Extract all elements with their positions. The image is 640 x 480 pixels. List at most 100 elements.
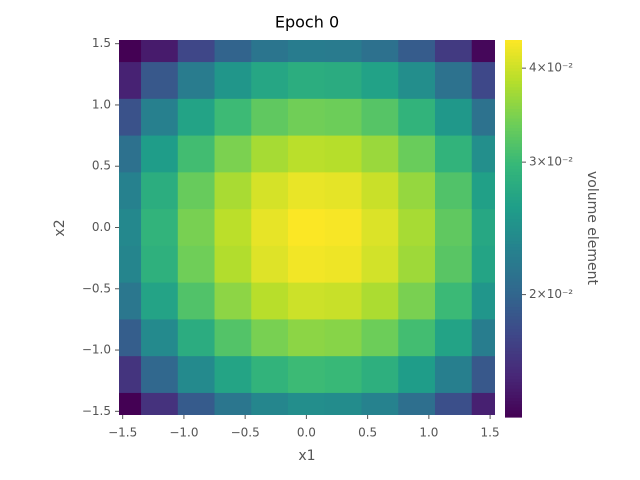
- colorbar-segment: [505, 303, 522, 308]
- heatmap-cell: [434, 62, 473, 100]
- heatmap-cell: [177, 282, 216, 320]
- colorbar-segment: [505, 93, 522, 98]
- colorbar-segment: [505, 263, 522, 267]
- heatmap-cell: [434, 98, 473, 137]
- heatmap-cell: [324, 62, 363, 100]
- heatmap-cell: [141, 62, 179, 100]
- heatmap-cell: [434, 209, 473, 247]
- colorbar-segment: [505, 225, 522, 230]
- heatmap-cell: [251, 172, 289, 210]
- heatmap-cell: [471, 319, 495, 357]
- colorbar-segment: [505, 109, 522, 113]
- heatmap-cell: [177, 135, 216, 173]
- heatmap-cell: [471, 135, 495, 173]
- colorbar-segment: [505, 90, 522, 95]
- heatmap-cell: [177, 62, 216, 100]
- heatmap-cell: [214, 245, 252, 284]
- heatmap-cell: [361, 135, 399, 173]
- heatmap-cell: [324, 356, 363, 394]
- colorbar-segment: [505, 307, 522, 311]
- colorbar-segment: [505, 87, 522, 91]
- colorbar-segment: [505, 215, 522, 220]
- y-tick-label: 0.5: [92, 159, 111, 173]
- x-tick-label: 1.5: [481, 426, 500, 440]
- heatmap-cell: [398, 135, 436, 173]
- heatmap-cell: [251, 98, 289, 137]
- heatmap-cell: [177, 392, 216, 415]
- heatmap-cell: [471, 98, 495, 137]
- x-tick-label: 1.0: [419, 426, 438, 440]
- heatmap-cell: [177, 356, 216, 394]
- colorbar-segment: [505, 162, 522, 167]
- heatmap-cell: [434, 319, 473, 357]
- y-tick-label: 1.0: [92, 97, 111, 111]
- heatmap-cell: [324, 319, 363, 357]
- heatmap-cell: [324, 282, 363, 320]
- heatmap-cell: [471, 40, 495, 63]
- heatmap-cell: [434, 172, 473, 210]
- heatmap-cell: [119, 62, 142, 100]
- colorbar-segment: [505, 175, 522, 179]
- heatmap-cell: [119, 40, 142, 63]
- colorbar-segment: [505, 310, 522, 314]
- colorbar-segment: [505, 247, 522, 252]
- heatmap-cell: [141, 172, 179, 210]
- colorbar-segment: [505, 74, 522, 79]
- colorbar-segment: [505, 171, 522, 176]
- heatmap-cell: [361, 282, 399, 320]
- colorbar-segment: [505, 401, 522, 406]
- colorbar-segment: [505, 266, 522, 270]
- colorbar-segment: [505, 80, 522, 85]
- colorbar-segment: [505, 347, 522, 352]
- heatmap-cell: [141, 209, 179, 247]
- heatmap-cell: [398, 40, 436, 63]
- colorbar-segment: [505, 237, 522, 242]
- colorbar-segment: [505, 291, 522, 296]
- colorbar-segment: [505, 373, 522, 377]
- colorbar-segment: [505, 203, 522, 208]
- heatmap-cell: [177, 40, 216, 63]
- heatmap-cell: [214, 172, 252, 210]
- heatmap-cell: [288, 209, 326, 247]
- heatmap-cell: [471, 282, 495, 320]
- colorbar-segment: [505, 322, 522, 327]
- colorbar-tick-label: 2×10⁻²: [529, 287, 573, 301]
- heatmap-cell: [288, 98, 326, 137]
- heatmap-cell: [214, 40, 252, 63]
- heatmap-cell: [434, 282, 473, 320]
- colorbar-segment: [505, 105, 522, 110]
- heatmap-cell: [324, 98, 363, 137]
- colorbar-segment: [505, 52, 522, 57]
- colorbar-segment: [505, 168, 522, 173]
- y-tick-label: −0.5: [82, 281, 111, 295]
- colorbar-segment: [505, 77, 522, 82]
- heatmap-cell: [361, 172, 399, 210]
- y-tick-label: 1.5: [92, 36, 111, 50]
- colorbar-segment: [505, 146, 522, 151]
- colorbar-segment: [505, 134, 522, 138]
- colorbar-segment: [505, 131, 522, 135]
- heatmap-cell: [324, 209, 363, 247]
- colorbar-segment: [505, 121, 522, 126]
- heatmap-cell: [324, 172, 363, 210]
- colorbar-segment: [505, 360, 522, 365]
- y-tick-label: −1.5: [82, 404, 111, 418]
- heatmap-cell: [361, 356, 399, 394]
- heatmap-cell: [434, 392, 473, 415]
- colorbar-segment: [505, 382, 522, 387]
- heatmap-cell: [251, 282, 289, 320]
- colorbar-segment: [505, 83, 522, 88]
- colorbar-segment: [505, 99, 522, 104]
- colorbar-segment: [505, 354, 522, 358]
- heatmap-cell: [398, 282, 436, 320]
- heatmap-cell: [324, 40, 363, 63]
- heatmap-cell: [251, 356, 289, 394]
- heatmap-cell: [141, 282, 179, 320]
- colorbar-segment: [505, 212, 522, 217]
- heatmap-cell: [214, 98, 252, 137]
- colorbar-segment: [505, 391, 522, 396]
- colorbar-segment: [505, 115, 522, 120]
- colorbar-segment: [505, 140, 522, 145]
- heatmap-cell: [434, 135, 473, 173]
